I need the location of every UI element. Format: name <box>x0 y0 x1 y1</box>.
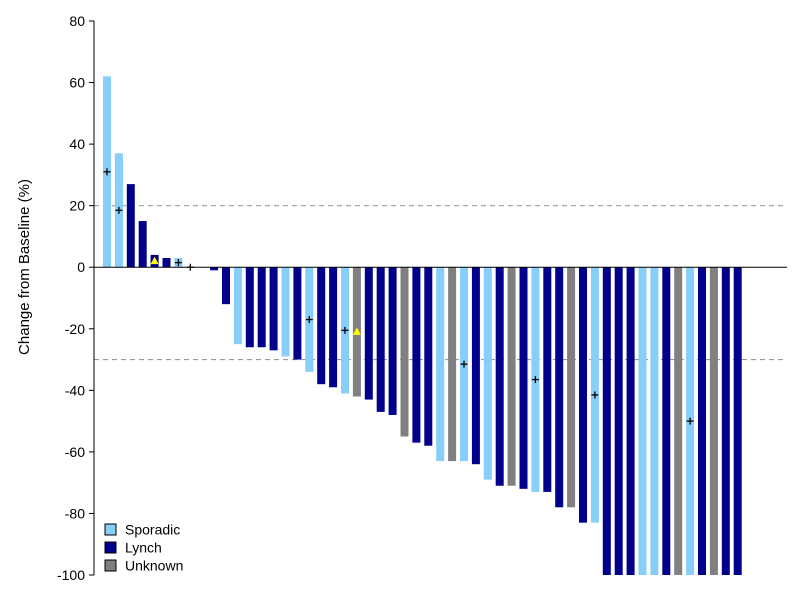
legend-swatch <box>104 523 117 536</box>
bar-sporadic <box>436 267 445 462</box>
plus-marker <box>460 360 468 368</box>
bar-lynch <box>602 267 611 575</box>
bar-lynch <box>471 267 480 465</box>
y-tick-label: 0 <box>77 259 85 275</box>
bar-lynch <box>329 267 338 388</box>
plus-marker <box>341 326 349 334</box>
y-tick-label: -20 <box>65 321 85 337</box>
bar-lynch <box>626 267 635 575</box>
plus-marker <box>174 259 182 267</box>
bar-unknown <box>674 267 683 575</box>
bar-lynch <box>721 267 730 575</box>
legend-label: Lynch <box>125 540 162 556</box>
bar-sporadic <box>483 267 492 480</box>
y-tick-label: 80 <box>69 13 85 29</box>
bar-lynch <box>388 267 397 415</box>
y-tick-label: 40 <box>69 136 85 152</box>
bar-unknown <box>567 267 576 508</box>
bar-lynch <box>412 267 421 443</box>
triangle-marker <box>150 256 159 265</box>
bar-lynch <box>519 267 528 489</box>
bar-lynch <box>126 184 135 268</box>
bar-lynch <box>495 267 504 486</box>
bar-sporadic <box>638 267 647 575</box>
legend-item-lynch: Lynch <box>104 540 162 556</box>
bar-lynch <box>698 267 706 575</box>
y-tick-label: 60 <box>69 75 85 91</box>
legend-label: Unknown <box>125 558 183 574</box>
bar-lynch <box>293 267 302 360</box>
bar-lynch <box>543 267 552 492</box>
bar-sporadic <box>281 267 290 357</box>
legend-swatch <box>104 541 117 554</box>
bar-sporadic <box>233 267 242 345</box>
bar-lynch <box>733 267 742 575</box>
plus-marker <box>305 316 313 324</box>
bar-lynch <box>245 267 254 348</box>
bar-lynch <box>269 267 278 351</box>
y-tick-label: -100 <box>57 567 85 583</box>
bar-sporadic <box>650 267 659 575</box>
bar-lynch <box>222 267 230 305</box>
triangle-marker <box>352 327 361 335</box>
legend-label: Sporadic <box>125 522 180 538</box>
bar-unknown <box>448 267 457 462</box>
y-axis: 80 60 40 20 0 -20 -40 -60 -80 -100 <box>57 13 95 583</box>
y-tick-label: -80 <box>65 505 85 521</box>
bar-lynch <box>579 267 587 523</box>
legend-item-sporadic: Sporadic <box>104 522 180 538</box>
plus-marker <box>186 263 194 271</box>
bar-unknown <box>400 267 409 437</box>
legend: Sporadic Lynch Unknown <box>104 522 183 574</box>
bar-unknown <box>709 267 718 575</box>
markers <box>103 168 694 425</box>
y-tick-label: -40 <box>65 382 85 398</box>
bar-lynch <box>257 267 266 348</box>
y-axis-title: Change from Baseline (%) <box>16 179 33 355</box>
bar-lynch <box>317 267 326 385</box>
bar-lynch <box>138 221 147 268</box>
bar-unknown <box>507 267 516 486</box>
plus-marker <box>686 417 694 425</box>
plus-marker <box>115 206 123 214</box>
bar-lynch <box>210 267 219 271</box>
legend-swatch <box>104 559 117 572</box>
bar-lynch <box>555 267 564 508</box>
bar-lynch <box>662 267 671 575</box>
bars <box>103 76 742 575</box>
plus-marker <box>103 168 111 176</box>
bar-lynch <box>376 267 385 412</box>
bar-lynch <box>424 267 433 446</box>
y-tick-label: 20 <box>69 198 85 214</box>
plus-marker <box>591 391 599 399</box>
bar-lynch <box>162 257 171 268</box>
bar-lynch <box>614 267 623 575</box>
plus-marker <box>531 376 539 384</box>
y-tick-label: -60 <box>65 444 85 460</box>
bar-lynch <box>364 267 373 400</box>
legend-item-unknown: Unknown <box>104 558 183 574</box>
